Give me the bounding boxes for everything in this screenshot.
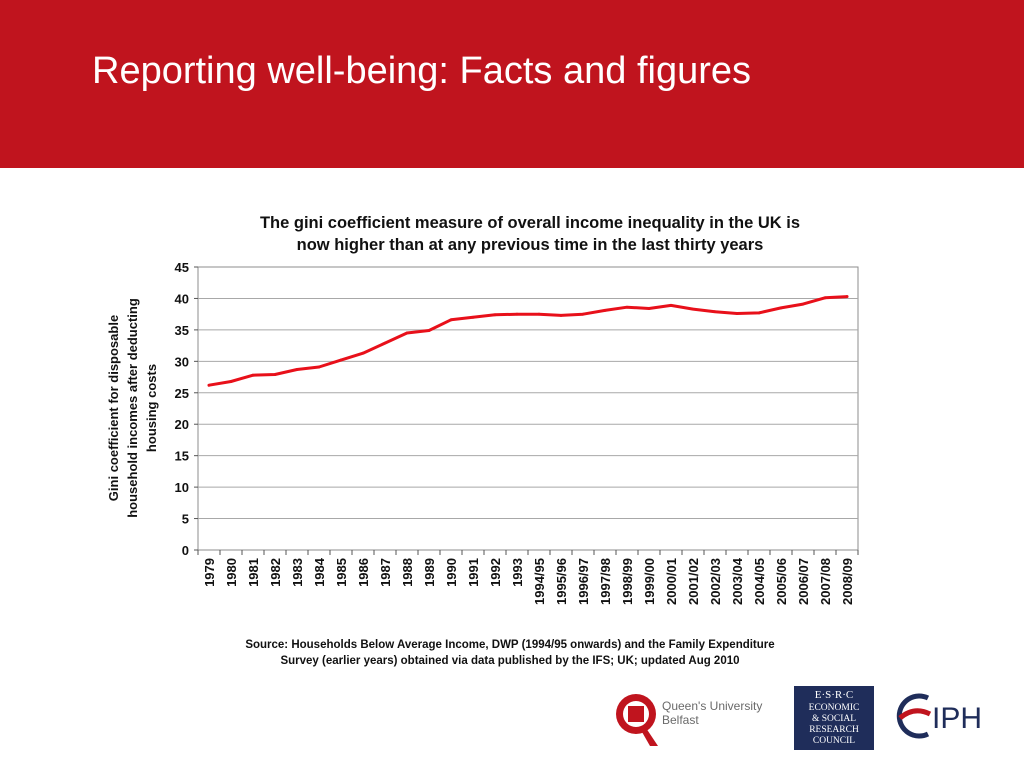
x-tick-label-1993: 1993 [510,558,525,587]
data-point-2008/09 [845,295,849,298]
x-tick-label-1983: 1983 [290,558,305,587]
chart-title: The gini coefficient measure of overall … [200,212,860,256]
x-tick-label-1997/98: 1997/98 [598,558,613,605]
qub-crest-icon: Queen's University Belfast [616,694,762,746]
y-tick-label-40: 40 [175,291,189,306]
y-tick-label-0: 0 [182,543,189,558]
y-tick-label-30: 30 [175,354,189,369]
x-tick-label-2006/07: 2006/07 [796,558,811,605]
x-tick-label-1989: 1989 [422,558,437,587]
x-tick-label-1986: 1986 [356,558,371,587]
slide-title: Reporting well-being: Facts and figures [92,50,752,92]
x-tick-label-2002/03: 2002/03 [708,558,723,605]
slide-header-bar: Reporting well-being: Facts and figures [0,0,1024,168]
x-tick-label-1979: 1979 [202,558,217,587]
y-tick-label-5: 5 [182,512,189,527]
data-point-1984 [317,365,321,369]
x-tick-label-2003/04: 2003/04 [730,557,745,605]
x-tick-label-1981: 1981 [246,558,261,587]
chart-title-line-1: The gini coefficient measure of overall … [259,214,801,232]
x-tick-label-1988: 1988 [400,558,415,587]
iph-swoosh-icon: IPH [896,693,982,739]
esrc-line-3: & SOCIAL [811,714,857,724]
x-tick-label-1982: 1982 [268,558,283,587]
source-line-1: Source: Households Below Average Income,… [245,639,775,651]
data-point-1998/99 [625,305,629,309]
y-tick-label-45: 45 [175,260,189,275]
y-tick-label-15: 15 [175,449,189,464]
esrc-logo: E·S·R·C ECONOMIC & SOCIAL RESEARCH COUNC… [794,686,874,750]
x-tick-label-2001/02: 2001/02 [686,558,701,605]
plot-frame [197,266,859,551]
data-point-1979 [207,383,211,387]
y-axis-label-line-2: household incomes after deducting [125,298,140,518]
data-point-1989 [427,329,431,332]
x-tick-label-1991: 1991 [466,558,481,587]
esrc-line-2: ECONOMIC [808,703,860,713]
data-point-2004/05 [757,311,761,315]
x-tick-label-2008/09: 2008/09 [840,558,855,605]
x-tick-label-2004/05: 2004/05 [752,558,767,605]
qub-name-line-2: Belfast [662,713,699,727]
data-point-2006/07 [801,302,805,306]
data-point-1986 [361,351,365,355]
data-point-1985 [339,358,343,362]
data-point-2001/02 [691,307,695,311]
data-point-2005/06 [779,306,783,310]
x-tick-label-1995/96: 1995/96 [554,558,569,605]
x-tick-label-1994/95: 1994/95 [532,558,547,605]
esrc-line-5: COUNCIL [812,736,856,746]
data-point-1991 [471,315,475,319]
y-axis-label-line-3: housing costs [144,364,159,452]
plot-area: 0 5 10 15 20 25 30 35 40 45 1979 1980 1981 1982 1983 19… [175,260,859,605]
x-tick-label-1985: 1985 [334,558,349,587]
y-axis-label-line-1: Gini coefficient for disposable [106,315,121,501]
x-tick-label-1987: 1987 [378,558,393,587]
x-tick-label-1980: 1980 [224,558,239,587]
data-point-2000/01 [669,303,673,307]
x-tick-label-1990: 1990 [444,558,459,587]
x-tick-label-2007/08: 2007/08 [818,558,833,605]
y-tick-label-20: 20 [175,417,189,432]
esrc-line-1: E·S·R·C [814,689,854,701]
data-point-1980 [229,380,233,383]
x-tick-label-1996/97: 1996/97 [576,558,591,605]
x-tick-label-1984: 1984 [312,557,327,587]
y-tick-label-10: 10 [175,480,189,495]
data-point-1996/97 [581,312,585,316]
x-tick-label-2005/06: 2005/06 [774,558,789,605]
data-point-1997/98 [603,308,607,312]
data-point-1992 [493,313,497,317]
data-point-1999/00 [647,307,651,310]
iph-logo: IPH [892,688,1004,744]
source-line-2: Survey (earlier years) obtained via data… [280,655,740,667]
esrc-line-4: RESEARCH [809,725,859,735]
data-point-1981 [251,373,255,377]
x-tick-label-2000/01: 2000/01 [664,558,679,605]
queens-university-belfast-logo: Queen's University Belfast [612,688,782,750]
data-point-1993 [515,312,519,316]
chart-title-line-2: now higher than at any previous time in … [296,236,764,254]
iph-text: IPH [932,702,982,735]
data-point-1994/95 [537,312,541,316]
data-point-2007/08 [823,296,827,300]
x-tick-label-1992: 1992 [488,558,503,587]
data-point-1995/96 [559,314,563,317]
data-point-1987 [383,341,387,345]
data-point-2003/04 [735,312,739,315]
y-tick-label-25: 25 [175,386,189,401]
x-tick-label-1999/00: 1999/00 [642,558,657,605]
y-axis-label: Gini coefficient for disposable househol… [106,298,159,518]
y-tick-label-35: 35 [175,323,189,338]
data-point-1983 [295,368,299,371]
qub-name-line-1: Queen's University [662,699,762,713]
x-tick-label-1998/99: 1998/99 [620,558,635,605]
data-point-2002/03 [713,310,717,314]
series-line-0 [207,295,849,387]
data-point-1990 [449,318,453,322]
data-point-1982 [273,373,277,376]
data-point-1988 [405,331,409,335]
chart-source-note: Source: Households Below Average Income,… [190,637,830,669]
